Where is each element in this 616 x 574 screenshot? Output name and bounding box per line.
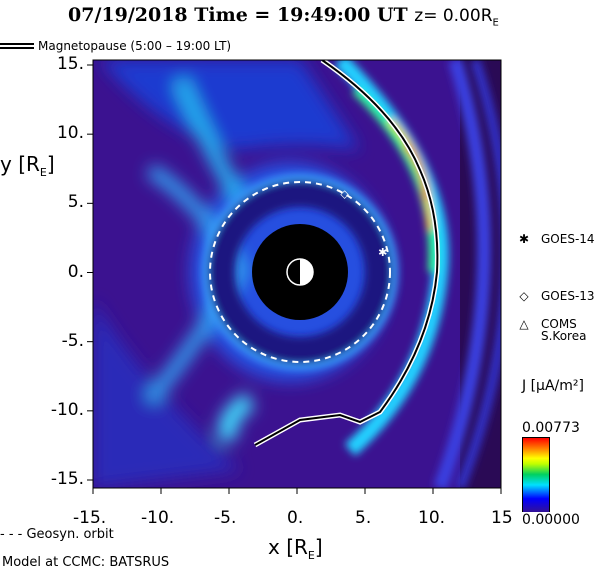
plot-title: 07/19/2018 Time = 19:49:00 UT z= 0.00RE [68,4,499,28]
x-label-text: x [R [268,535,308,559]
sat-name: GOES-13 [541,289,595,303]
z-label: z= 0.00R [414,6,493,26]
sat-name: COMS [541,317,577,331]
satellite-marker: ◇ [340,188,349,201]
star-icon: ✱ [518,232,530,246]
legend-goes-13: ◇ GOES-13 [517,289,595,303]
y-label-text: y [R [0,152,40,176]
colorbar-label: J [μA/m²] [522,378,584,394]
x-tick-label: -10. [141,508,175,528]
colorbar-min: 0.00000 [522,512,580,528]
title-date: 07/19/2018 [68,4,188,26]
colorbar-max: 0.00773 [522,420,580,436]
title-z: z= 0.00RE [414,6,499,29]
magnetopause-curve [254,60,439,446]
title-time: Time = 19:49:00 UT [194,4,408,26]
y-label-sub: E [39,166,47,179]
legend-goes-14: ✱ GOES-14 [517,233,595,245]
y-tick-label: 10. [56,123,84,144]
x-label-sub: E [307,549,315,562]
legend-coms: △ COMS S.Korea [517,318,586,342]
y-tick-label: 5. [67,192,84,213]
diamond-icon: ◇ [519,289,529,303]
geosync-orbit [209,181,391,363]
magnetopause-legend-label: Magnetopause (5:00 – 19:00 LT) [38,39,232,53]
y-tick-label: 15. [56,54,84,74]
sat-name-2: S.Korea [541,329,587,343]
x-tick-label: 10. [418,508,446,528]
magnetopause-legend: Magnetopause (5:00 – 19:00 LT) [0,39,231,53]
x-tick-label: -15. [73,508,107,528]
y-tick-label: -10. [50,399,84,420]
x-tick-label: 5. [355,508,372,528]
z-sub: E [492,17,499,29]
x-axis-label: x [RE] [268,535,323,562]
x-tick-label: -5. [214,508,237,528]
y-tick-label: -15. [50,469,84,489]
y-tick-label: -5. [61,330,84,351]
sat-name: GOES-14 [541,232,595,246]
colorbar [522,437,550,520]
earth-icon [286,258,314,286]
double-line-icon [0,43,34,49]
x-tick-label: 15 [491,508,513,528]
satellite-marker: ✱ [378,246,387,259]
geosync-legend: - - - Geosyn. orbit [0,527,114,542]
model-credit: Model at CCMC: BATSRUS [2,555,170,570]
y-axis-label: y [RE] [0,152,55,179]
y-tick-label: 0. [67,261,84,282]
triangle-icon: △ [519,317,529,331]
x-tick-label: 0. [287,508,304,528]
